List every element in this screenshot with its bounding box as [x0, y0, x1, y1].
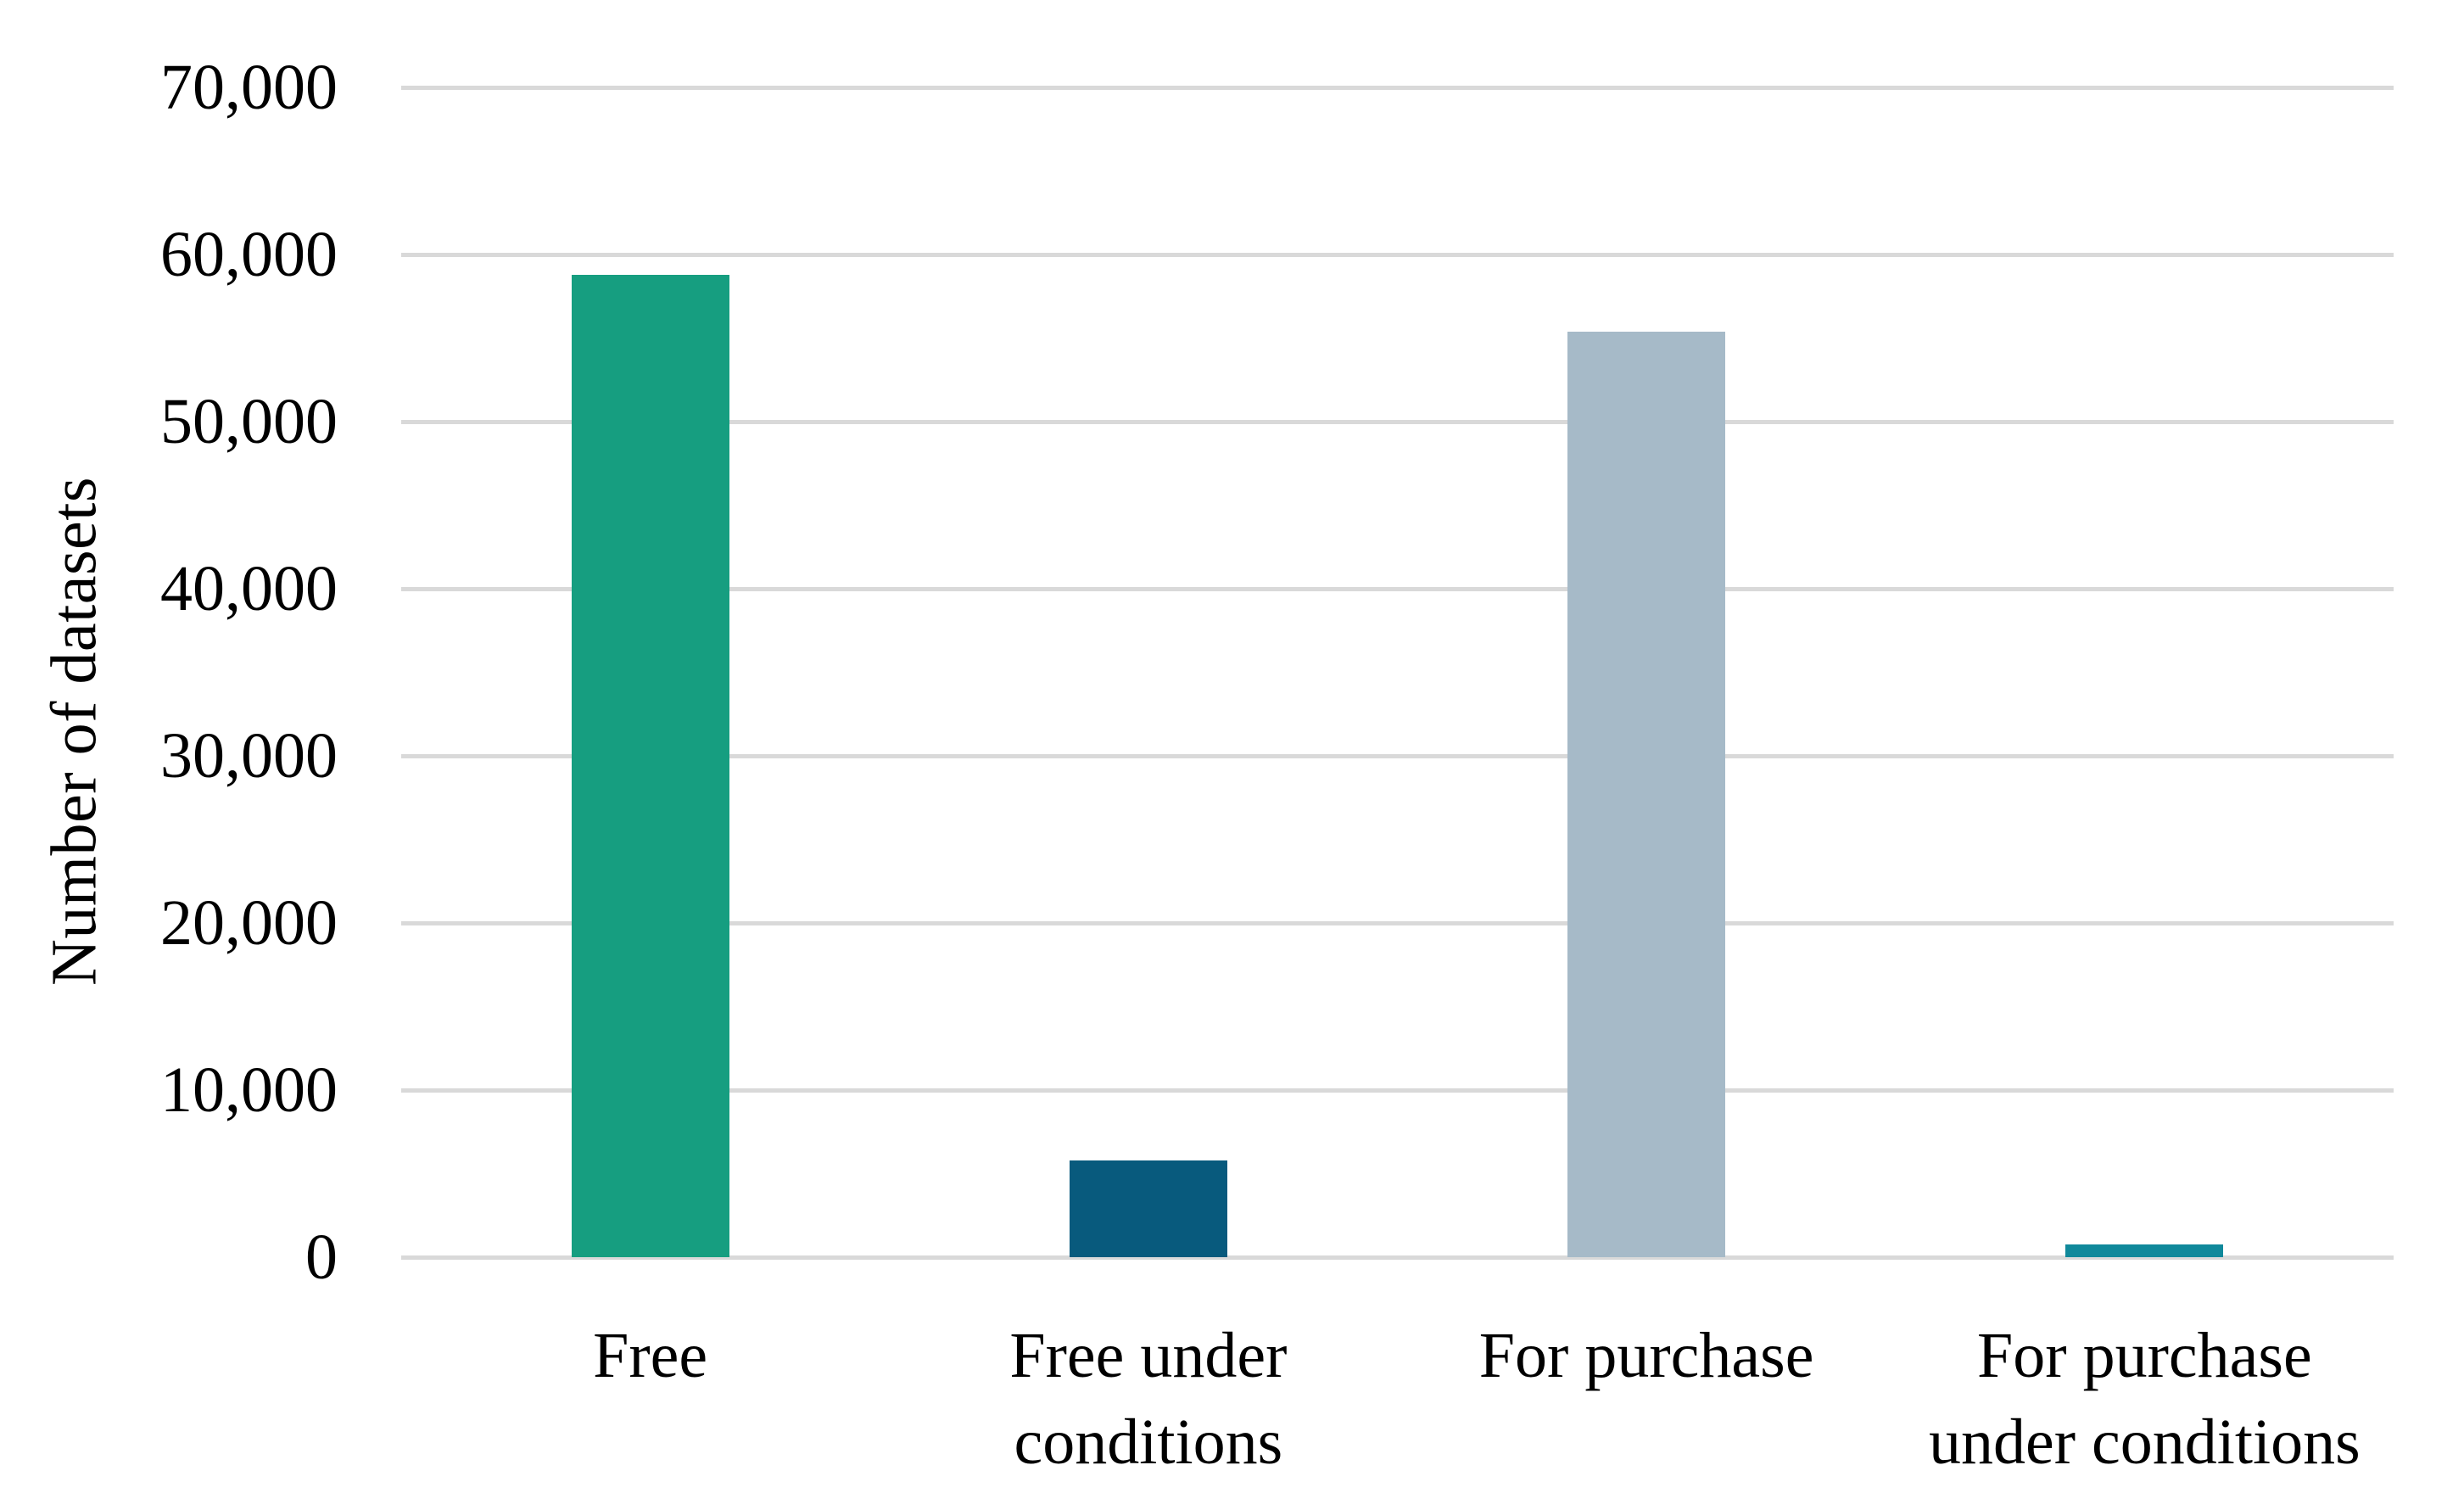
- y-tick-label: 40,000: [160, 553, 338, 624]
- x-category-label-for-purchase: For purchase: [1478, 1320, 1814, 1391]
- bar-free: [571, 274, 729, 1257]
- y-tick-label: 30,000: [160, 720, 338, 791]
- gridline-30000: [401, 754, 2394, 758]
- bar-for-purchase-under-conditions: [2065, 1244, 2224, 1257]
- y-tick-label: 60,000: [160, 219, 338, 290]
- gridline-40000: [401, 587, 2394, 591]
- gridline-60000: [401, 253, 2394, 257]
- x-category-label-for-purchase-under-conditions: For purchase under conditions: [1929, 1320, 2361, 1478]
- gridline-10000: [401, 1088, 2394, 1093]
- y-tick-label: 70,000: [160, 52, 338, 123]
- y-tick-label: 50,000: [160, 386, 338, 457]
- bar-free-under-conditions: [1069, 1160, 1227, 1257]
- x-category-label-free: Free: [593, 1320, 708, 1391]
- y-tick-label: 0: [305, 1222, 338, 1293]
- gridline-20000: [401, 921, 2394, 925]
- gridline-0: [401, 1255, 2394, 1260]
- y-tick-label: 20,000: [160, 887, 338, 959]
- gridline-50000: [401, 420, 2394, 424]
- y-tick-label: 10,000: [160, 1054, 338, 1126]
- bar-for-purchase: [1567, 331, 1726, 1257]
- gridline-70000: [401, 86, 2394, 90]
- x-category-label-free-under-conditions: Free under conditions: [1009, 1320, 1288, 1478]
